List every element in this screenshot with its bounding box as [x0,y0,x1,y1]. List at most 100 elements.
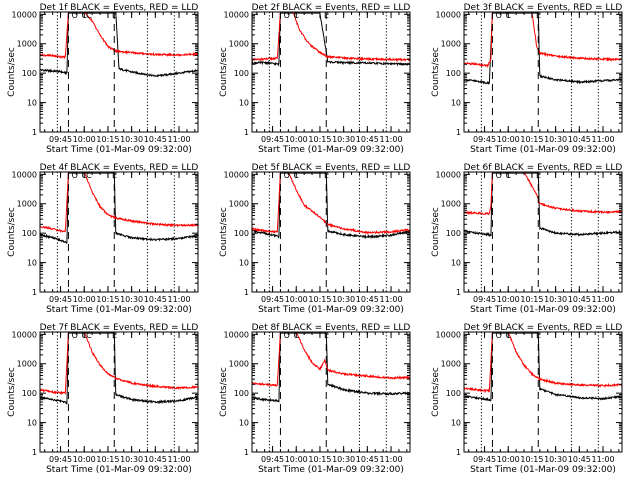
x-tick-label: 11:00 [380,135,403,144]
y-tick-label: 1 [32,128,37,137]
panel-title: Det 4f BLACK = Events, RED = LLD [40,163,199,173]
y-tick-label: 10000 [224,10,249,19]
panel-title: Det 5f BLACK = Events, RED = LLD [252,163,411,173]
y-axis-title: Counts/sec [431,207,441,257]
x-tick-label: 10:15 [308,455,331,464]
x-tick-label: 10:45 [568,135,591,144]
x-tick-label: 10:30 [544,295,567,304]
x-tick-label: 10:45 [356,295,379,304]
y-tick-label: 10 [451,259,461,268]
y-tick-label: 10 [451,99,461,108]
events-series-line [40,332,198,405]
marker-letter: C [86,171,92,180]
y-tick-label: 1 [244,128,249,137]
y-tick-label: 100 [234,229,249,238]
detector-panel: OCL11010010001000009:4510:0010:1510:3010… [219,323,411,475]
y-tick-label: 1 [456,448,461,457]
marker-letter: L [536,11,541,20]
lld-series-line [464,12,622,69]
y-axis-title: Counts/sec [431,367,441,417]
y-tick-label: 10 [27,259,37,268]
marker-letter: C [86,11,92,20]
plot-frame [251,171,411,293]
marker-letter: O [72,171,78,180]
marker-letter: L [324,331,329,340]
plot-frame [463,331,623,453]
y-tick-label: 10000 [12,170,37,179]
panel-title: Det 3f BLACK = Events, RED = LLD [464,3,623,13]
x-axis-title: Start Time (01-Mar-09 09:32:00) [46,145,192,155]
x-tick-label: 11:00 [380,295,403,304]
x-tick-label: 09:45 [261,135,284,144]
x-tick-label: 10:45 [568,455,591,464]
x-tick-label: 09:45 [473,455,496,464]
y-axis-title: Counts/sec [219,207,229,257]
x-tick-label: 10:30 [544,135,567,144]
x-tick-label: 11:00 [380,455,403,464]
y-tick-label: 1000 [441,40,461,49]
x-tick-label: 10:15 [96,135,119,144]
y-tick-label: 10 [27,99,37,108]
x-tick-label: 10:15 [520,455,543,464]
detector-panel: OCL11010010001000009:4510:0010:1510:3010… [431,163,623,315]
x-axis-title: Start Time (01-Mar-09 09:32:00) [470,465,616,475]
x-tick-label: 10:15 [96,455,119,464]
marker-letter: L [112,331,117,340]
detector-panel: OCL11010010001000009:4510:0010:1510:3010… [219,3,411,155]
y-tick-label: 100 [22,389,37,398]
events-series-line [464,172,622,237]
x-tick-label: 10:15 [308,295,331,304]
panel-title: Det 9f BLACK = Events, RED = LLD [464,323,623,333]
y-tick-label: 10000 [436,170,461,179]
plot-area [252,172,410,240]
marker-letter: L [324,171,329,180]
x-tick-label: 09:45 [261,455,284,464]
x-axis-title: Start Time (01-Mar-09 09:32:00) [470,305,616,315]
panel-title: Det 7f BLACK = Events, RED = LLD [40,323,199,333]
plot-frame [39,331,199,453]
plot-area [464,12,622,85]
y-tick-label: 10000 [224,330,249,339]
detector-panel: OCCL11010010001000009:4510:0010:1510:301… [7,163,199,315]
y-tick-label: 10 [239,259,249,268]
x-tick-label: 10:30 [120,295,143,304]
y-tick-label: 1 [456,288,461,297]
x-tick-label: 09:45 [49,295,72,304]
x-tick-label: 10:30 [332,295,355,304]
x-tick-label: 10:15 [520,135,543,144]
x-tick-label: 11:00 [168,135,191,144]
x-tick-label: 10:15 [520,295,543,304]
y-tick-label: 100 [446,229,461,238]
events-series-line [40,12,198,78]
lld-series-line [252,172,410,235]
x-tick-label: 11:00 [592,135,615,144]
x-tick-label: 10:45 [144,455,167,464]
x-tick-label: 11:00 [592,455,615,464]
x-tick-label: 10:30 [120,135,143,144]
y-tick-label: 10 [27,419,37,428]
marker-letter: O [496,331,502,340]
y-tick-label: 1 [32,288,37,297]
y-tick-label: 10000 [12,10,37,19]
y-axis-title: Counts/sec [219,47,229,97]
plot-area [464,172,622,237]
x-tick-label: 10:00 [285,295,308,304]
plot-area [252,12,410,67]
x-axis-title: Start Time (01-Mar-09 09:32:00) [258,305,404,315]
x-tick-label: 11:00 [592,295,615,304]
lld-series-line [40,172,198,234]
x-tick-label: 09:45 [49,135,72,144]
marker-letter: L [536,171,541,180]
y-tick-label: 1000 [441,200,461,209]
y-tick-label: 1000 [229,40,249,49]
y-tick-label: 100 [234,69,249,78]
lld-series-line [464,332,622,394]
y-tick-label: 1 [32,448,37,457]
x-axis-title: Start Time (01-Mar-09 09:32:00) [258,145,404,155]
marker-letter: L [536,331,541,340]
x-axis-title: Start Time (01-Mar-09 09:32:00) [46,465,192,475]
detector-panel: OCCL11010010001000009:4510:0010:1510:301… [7,323,199,475]
x-tick-label: 10:45 [568,295,591,304]
plot-frame [463,171,623,293]
